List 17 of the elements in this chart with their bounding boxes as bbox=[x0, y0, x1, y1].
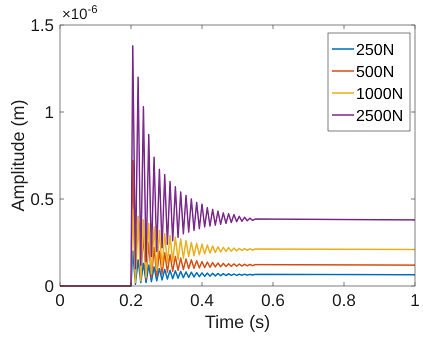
y-tick-label: 1.5 bbox=[30, 16, 54, 35]
legend-label: 250N bbox=[356, 42, 394, 59]
x-tick-label: 0.8 bbox=[332, 291, 356, 310]
y-tick-label: 0 bbox=[44, 277, 54, 296]
legend-label: 1000N bbox=[356, 86, 404, 103]
y-tick-label: 1 bbox=[44, 103, 54, 122]
x-axis-title: Time (s) bbox=[204, 312, 270, 332]
x-tick-label: 0.6 bbox=[261, 291, 285, 310]
x-tick-label: 1 bbox=[410, 291, 420, 310]
y-tick-label: 0.5 bbox=[30, 190, 54, 209]
x-tick-label: 0.2 bbox=[119, 291, 143, 310]
legend-label: 500N bbox=[356, 64, 394, 81]
y-axis-title: Amplitude (m) bbox=[8, 99, 28, 212]
legend-label: 2500N bbox=[356, 108, 404, 125]
line-series bbox=[59, 45, 416, 287]
x-tick-label: 0.4 bbox=[190, 291, 214, 310]
text: ×10$^{-6}$ bbox=[62, 4, 98, 23]
